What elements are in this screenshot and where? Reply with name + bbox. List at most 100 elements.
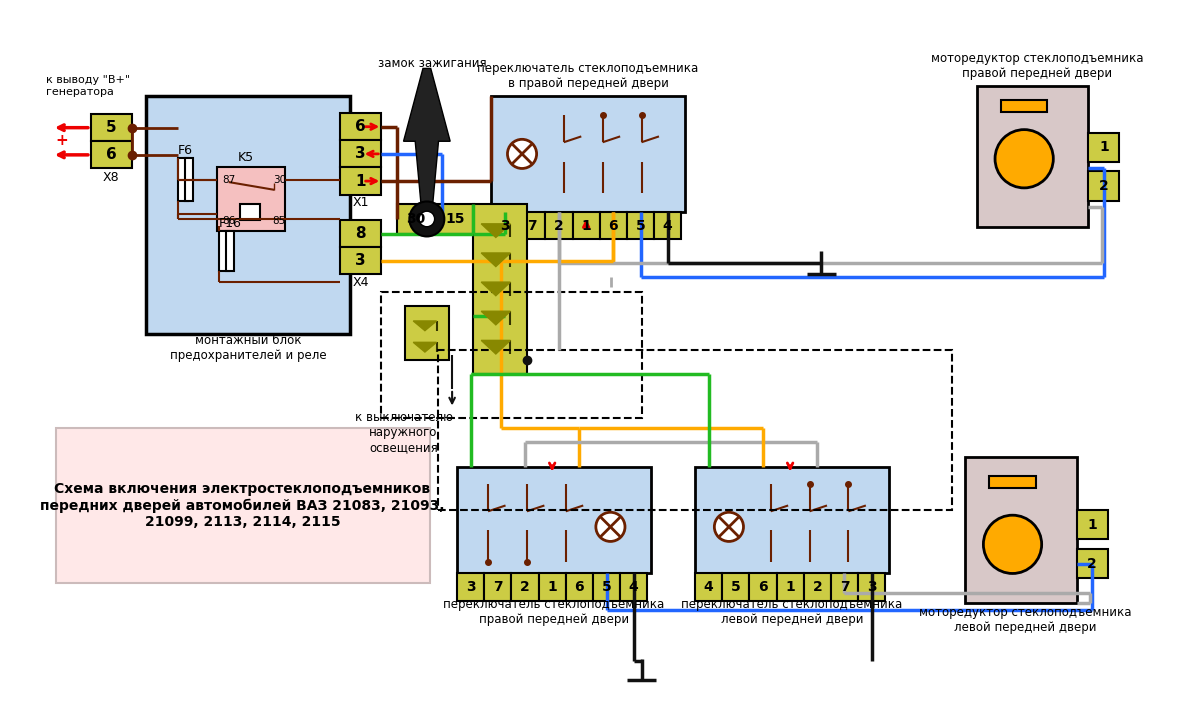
Bar bbox=[217, 167, 285, 231]
Text: 5: 5 bbox=[731, 580, 741, 594]
Text: X8: X8 bbox=[103, 171, 120, 184]
Text: 3: 3 bbox=[500, 219, 510, 233]
Text: 4: 4 bbox=[704, 580, 713, 594]
Bar bbox=[219, 231, 229, 271]
Text: X1: X1 bbox=[353, 196, 369, 209]
Text: 30: 30 bbox=[406, 212, 426, 226]
Text: 2: 2 bbox=[813, 580, 823, 594]
Text: 3: 3 bbox=[465, 580, 475, 594]
Text: 1: 1 bbox=[1099, 140, 1109, 154]
Bar bbox=[179, 157, 188, 201]
Bar bbox=[722, 573, 749, 601]
Text: переключатель стеклоподъемника
в правой передней двери: переключатель стеклоподъемника в правой … bbox=[477, 62, 699, 90]
Text: F16: F16 bbox=[219, 217, 242, 230]
Bar bbox=[146, 95, 350, 333]
Polygon shape bbox=[481, 253, 511, 267]
Text: 30: 30 bbox=[272, 175, 285, 185]
Polygon shape bbox=[414, 321, 436, 330]
Text: 87: 87 bbox=[222, 175, 235, 185]
Circle shape bbox=[409, 201, 445, 237]
Bar bbox=[91, 141, 132, 169]
Text: 6: 6 bbox=[609, 219, 619, 233]
Bar bbox=[695, 573, 722, 601]
Text: +: + bbox=[55, 133, 68, 148]
Bar bbox=[594, 573, 620, 601]
Text: 3: 3 bbox=[867, 580, 876, 594]
Bar bbox=[566, 573, 594, 601]
Text: монтажный блок
предохранителей и реле: монтажный блок предохранителей и реле bbox=[170, 334, 326, 362]
Bar bbox=[341, 247, 381, 275]
Bar bbox=[1077, 549, 1108, 578]
Bar bbox=[341, 140, 381, 167]
Bar bbox=[749, 573, 777, 601]
Bar bbox=[381, 292, 641, 418]
Text: 3: 3 bbox=[355, 146, 366, 162]
Text: 6: 6 bbox=[106, 148, 116, 162]
Text: 15: 15 bbox=[445, 212, 465, 226]
Text: к выводу "В+"
генератора: к выводу "В+" генератора bbox=[46, 75, 131, 97]
Bar bbox=[457, 573, 484, 601]
Bar bbox=[474, 205, 526, 374]
Bar bbox=[858, 573, 885, 601]
Text: F6: F6 bbox=[179, 143, 193, 157]
Bar bbox=[518, 213, 546, 239]
Bar bbox=[620, 573, 647, 601]
Bar bbox=[600, 213, 627, 239]
Bar bbox=[490, 213, 518, 239]
Bar bbox=[777, 573, 803, 601]
Bar bbox=[1077, 510, 1108, 539]
Bar bbox=[546, 213, 573, 239]
Text: 7: 7 bbox=[526, 219, 537, 233]
Bar bbox=[405, 306, 450, 360]
Text: 2: 2 bbox=[554, 219, 564, 233]
Text: 5: 5 bbox=[106, 120, 116, 135]
Text: 1: 1 bbox=[582, 219, 591, 233]
Bar bbox=[341, 113, 381, 140]
Text: 6: 6 bbox=[355, 119, 366, 134]
Text: 3: 3 bbox=[355, 253, 366, 268]
Bar bbox=[484, 573, 511, 601]
Text: 1: 1 bbox=[785, 580, 795, 594]
PathPatch shape bbox=[404, 68, 450, 205]
Bar bbox=[490, 95, 685, 213]
Circle shape bbox=[596, 513, 625, 542]
Text: к выключателю
наружного
освещения: к выключателю наружного освещения bbox=[355, 411, 452, 454]
Bar bbox=[1089, 133, 1120, 162]
Text: 8: 8 bbox=[355, 226, 366, 241]
Text: 6: 6 bbox=[758, 580, 767, 594]
Polygon shape bbox=[481, 224, 511, 237]
Bar bbox=[185, 157, 193, 201]
Circle shape bbox=[507, 139, 537, 169]
Bar bbox=[91, 114, 132, 141]
Text: 7: 7 bbox=[839, 580, 849, 594]
Text: 85: 85 bbox=[272, 216, 285, 226]
Bar bbox=[655, 213, 681, 239]
Bar bbox=[397, 205, 435, 234]
Bar bbox=[341, 167, 381, 195]
Text: 6: 6 bbox=[574, 580, 584, 594]
Bar bbox=[56, 428, 429, 583]
Circle shape bbox=[995, 130, 1053, 188]
Text: переключатель стеклоподъемника
правой передней двери: переключатель стеклоподъемника правой пе… bbox=[444, 598, 664, 626]
Text: 1: 1 bbox=[356, 174, 366, 189]
Bar bbox=[976, 86, 1089, 227]
Polygon shape bbox=[481, 282, 511, 296]
Text: Схема включения электростеклоподъемников
передних дверей автомобилей ВАЗ 21083, : Схема включения электростеклоподъемников… bbox=[40, 482, 445, 529]
Bar bbox=[225, 231, 234, 271]
Bar bbox=[695, 467, 890, 573]
Bar bbox=[831, 573, 858, 601]
Bar bbox=[573, 213, 600, 239]
Bar bbox=[435, 205, 475, 234]
Bar bbox=[341, 220, 381, 247]
Circle shape bbox=[420, 211, 434, 227]
Bar bbox=[240, 205, 260, 220]
Text: X4: X4 bbox=[353, 275, 369, 289]
Polygon shape bbox=[481, 340, 511, 354]
Text: переключатель стеклоподъемника
левой передней двери: переключатель стеклоподъемника левой пер… bbox=[681, 598, 903, 626]
Text: K5: K5 bbox=[239, 151, 254, 164]
Text: 5: 5 bbox=[602, 580, 611, 594]
Polygon shape bbox=[481, 311, 511, 325]
Bar bbox=[511, 573, 538, 601]
Bar bbox=[438, 350, 952, 510]
Text: 1: 1 bbox=[547, 580, 558, 594]
